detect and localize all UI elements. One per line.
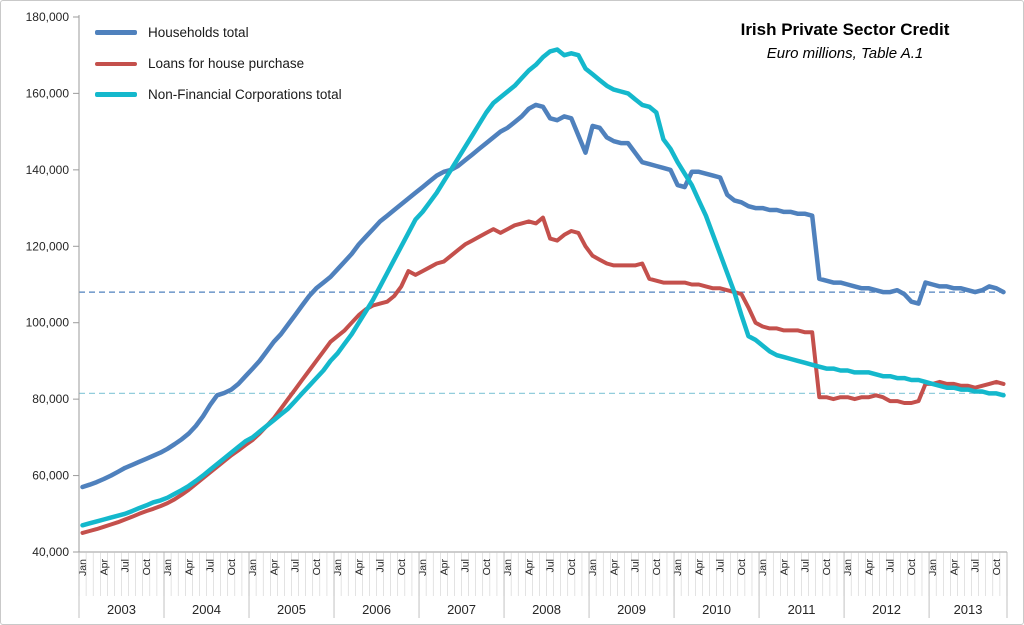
x-axis-month-labels: Jan Apr Jul Oct Jan Apr Jul Oct Jan Apr Jul Oct Jan A… (77, 552, 1008, 596)
series-line-households-total (80, 102, 1006, 490)
y-tick-label: 40,000 (32, 545, 69, 559)
y-tick-label: 120,000 (26, 239, 70, 253)
series-non-financial-corporations-total (80, 47, 1006, 528)
legend-item-households-total: Households total (95, 17, 342, 48)
series-line-loans-for-house-purchase (80, 215, 1006, 535)
month-tick-label: Apr (98, 559, 110, 576)
month-tick-label: Oct (991, 559, 1003, 575)
year-label-2003: 2003 (107, 602, 136, 617)
month-tick-label: Oct (566, 559, 578, 575)
month-tick-label: Jan (502, 559, 514, 576)
month-tick-label: Apr (948, 559, 960, 576)
year-label-2004: 2004 (192, 602, 221, 617)
month-tick-label: Oct (821, 559, 833, 575)
month-tick-label: Oct (311, 559, 323, 575)
month-tick-label: Apr (608, 559, 620, 576)
month-tick-label: Jan (587, 559, 599, 576)
year-label-2005: 2005 (277, 602, 306, 617)
month-tick-label: Oct (906, 559, 918, 575)
year-label-2012: 2012 (872, 602, 901, 617)
legend-swatch-households-total (95, 30, 137, 35)
series-line-non-financial-corporations-total (80, 47, 1006, 528)
month-tick-label: Jan (417, 559, 429, 576)
series-households-total (80, 102, 1006, 490)
month-tick-label: Jul (290, 559, 302, 572)
year-label-2010: 2010 (702, 602, 731, 617)
month-tick-label: Apr (863, 559, 875, 576)
month-tick-label: Apr (693, 559, 705, 576)
legend-label-loans-house-purchase: Loans for house purchase (148, 56, 305, 71)
month-tick-label: Jan (842, 559, 854, 576)
year-label-2006: 2006 (362, 602, 391, 617)
x-axis-year-labels: 2003 2004 2005 2006 2007 2008 2009 2010 2011 2012… (78, 552, 1008, 618)
series-loans-for-house-purchase (80, 215, 1006, 535)
month-tick-label: Jul (375, 559, 387, 572)
month-tick-label: Jan (247, 559, 259, 576)
month-tick-label: Jul (205, 559, 217, 572)
y-tick-label: 180,000 (26, 10, 70, 24)
reference-lines (79, 291, 1007, 395)
month-tick-label: Oct (226, 559, 238, 575)
y-axis: 40,000 60,000 80,000 100,000 120,000 140,000 1… (26, 10, 80, 559)
month-tick-label: Jan (672, 559, 684, 576)
month-tick-label: Jul (120, 559, 132, 572)
month-tick-label: Jul (885, 559, 897, 572)
year-label-2007: 2007 (447, 602, 476, 617)
y-tick-label: 80,000 (32, 392, 69, 406)
legend-item-loans-house-purchase: Loans for house purchase (95, 48, 342, 79)
year-label-2009: 2009 (617, 602, 646, 617)
y-tick-label: 60,000 (32, 469, 69, 483)
month-tick-label: Jan (757, 559, 769, 576)
month-tick-label: Jul (630, 559, 642, 572)
month-tick-label: Oct (651, 559, 663, 575)
month-tick-label: Oct (396, 559, 408, 575)
month-tick-label: Jan (332, 559, 344, 576)
month-tick-label: Oct (141, 559, 153, 575)
y-tick-label: 160,000 (26, 86, 70, 100)
month-tick-label: Apr (523, 559, 535, 576)
legend-label-nfc-total: Non-Financial Corporations total (148, 87, 342, 102)
month-tick-label: Apr (438, 559, 450, 576)
month-tick-label: Jan (927, 559, 939, 576)
y-tick-label: 140,000 (26, 163, 70, 177)
month-tick-label: Jan (77, 559, 89, 576)
month-tick-label: Apr (778, 559, 790, 576)
legend-label-households-total: Households total (148, 25, 249, 40)
legend-swatch-nfc-total (95, 92, 137, 97)
legend-item-nfc-total: Non-Financial Corporations total (95, 79, 342, 110)
year-label-2013: 2013 (954, 602, 983, 617)
legend-swatch-loans-house-purchase (95, 61, 137, 66)
month-tick-label: Jul (545, 559, 557, 572)
month-tick-label: Apr (353, 559, 365, 576)
month-tick-label: Jul (800, 559, 812, 572)
month-tick-label: Apr (268, 559, 280, 576)
month-tick-label: Jul (460, 559, 472, 572)
month-tick-label: Oct (481, 559, 493, 575)
month-tick-label: Apr (183, 559, 195, 576)
y-tick-label: 100,000 (26, 316, 70, 330)
legend: Households total Loans for house purchas… (95, 17, 342, 110)
month-tick-label: Jul (715, 559, 727, 572)
year-label-2011: 2011 (788, 602, 816, 617)
month-tick-label: Jul (970, 559, 982, 572)
month-tick-label: Oct (736, 559, 748, 575)
year-label-2008: 2008 (532, 602, 561, 617)
month-tick-label: Jan (162, 559, 174, 576)
